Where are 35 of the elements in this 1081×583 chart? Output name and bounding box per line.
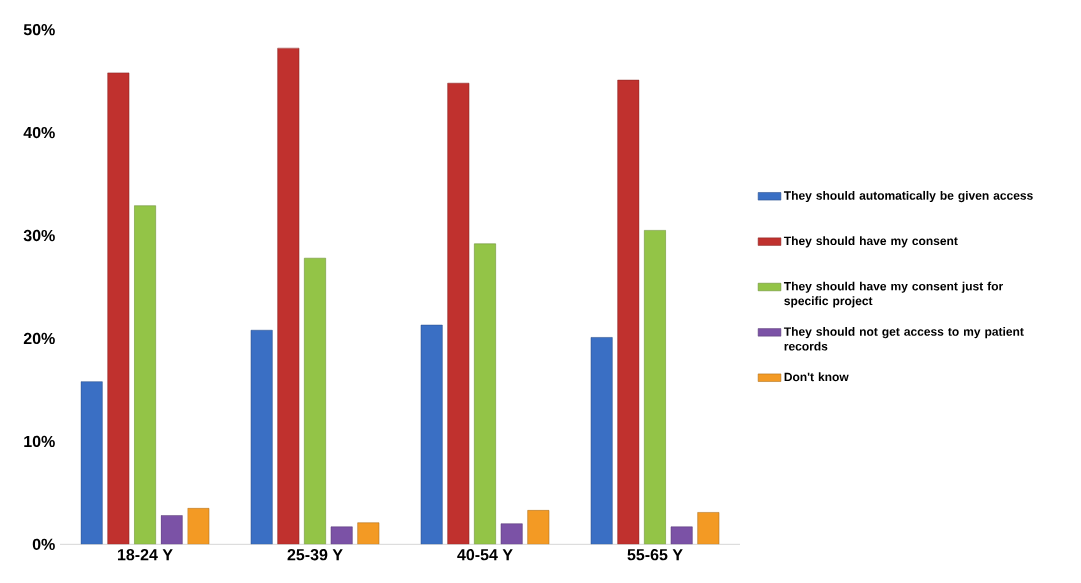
- bar: [80, 381, 103, 545]
- y-tick-label: 20%: [23, 332, 55, 345]
- bar: [527, 510, 550, 545]
- bar: [590, 337, 613, 545]
- bar: [107, 72, 130, 545]
- bar: [330, 526, 353, 545]
- y-tick-label: 40%: [23, 126, 55, 139]
- y-tick-label: 30%: [23, 229, 55, 242]
- bar: [304, 257, 326, 545]
- x-tick-label: 18-24 Y: [117, 549, 173, 561]
- bar: [160, 515, 183, 545]
- y-tick-label: 0%: [32, 538, 55, 550]
- bar: [500, 523, 523, 545]
- y-tick-label: 10%: [24, 435, 55, 448]
- bar: [357, 522, 380, 545]
- legend-label: They should have my consent: [783, 236, 958, 248]
- x-tick-label: 25-39 Y: [287, 549, 343, 561]
- bar: [277, 47, 300, 545]
- bar: [697, 512, 720, 545]
- bar: [474, 243, 496, 545]
- y-tick-label: 50%: [23, 24, 55, 36]
- bar: [134, 205, 156, 545]
- x-tick-label: 40-54 Y: [457, 549, 513, 561]
- legend-label: They should have my consent just for specific project: [783, 281, 1004, 308]
- bar: [420, 324, 443, 545]
- x-tick-label: 55-65 Y: [627, 549, 683, 561]
- bar: [617, 79, 640, 545]
- bar: [447, 82, 470, 545]
- legend-label: Don't know: [784, 372, 849, 382]
- bar: [187, 508, 210, 545]
- bar: [670, 526, 693, 545]
- legend-label: They should automatically be given access: [783, 190, 1033, 203]
- bar: [250, 329, 273, 545]
- bar: [644, 230, 666, 545]
- legend-label: They should not get access to my patient records: [783, 327, 1024, 351]
